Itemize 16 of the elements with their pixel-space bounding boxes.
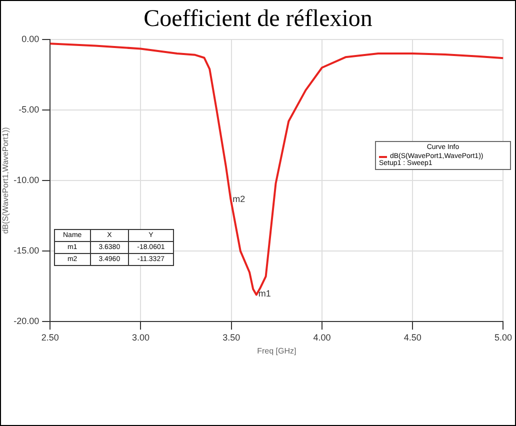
y-tick-label: 0.00	[22, 34, 40, 44]
x-tick-label: 5.00	[494, 332, 512, 342]
y-axis-title: dB(S(WavePort1,WavePort1))	[1, 126, 10, 234]
y-tick-label: -10.00	[14, 174, 40, 185]
x-tick-label: 3.50	[222, 332, 240, 342]
y-tick-label: -20.00	[14, 316, 40, 326]
annotation: m2	[232, 194, 246, 204]
x-axis-title: Freq [GHz]	[257, 346, 296, 356]
x-tick-label: 4.50	[404, 332, 422, 342]
x-tick-label: 3.00	[132, 332, 150, 342]
chart-title: Coefficient de réflexion	[142, 5, 374, 33]
x-tick-label: 2.50	[41, 332, 59, 342]
y-tick-label: -5.00	[18, 104, 40, 114]
annotation: m1	[258, 288, 271, 299]
x-tick-label: 4.00	[313, 332, 331, 342]
y-tick-label: -15.00	[14, 246, 40, 256]
